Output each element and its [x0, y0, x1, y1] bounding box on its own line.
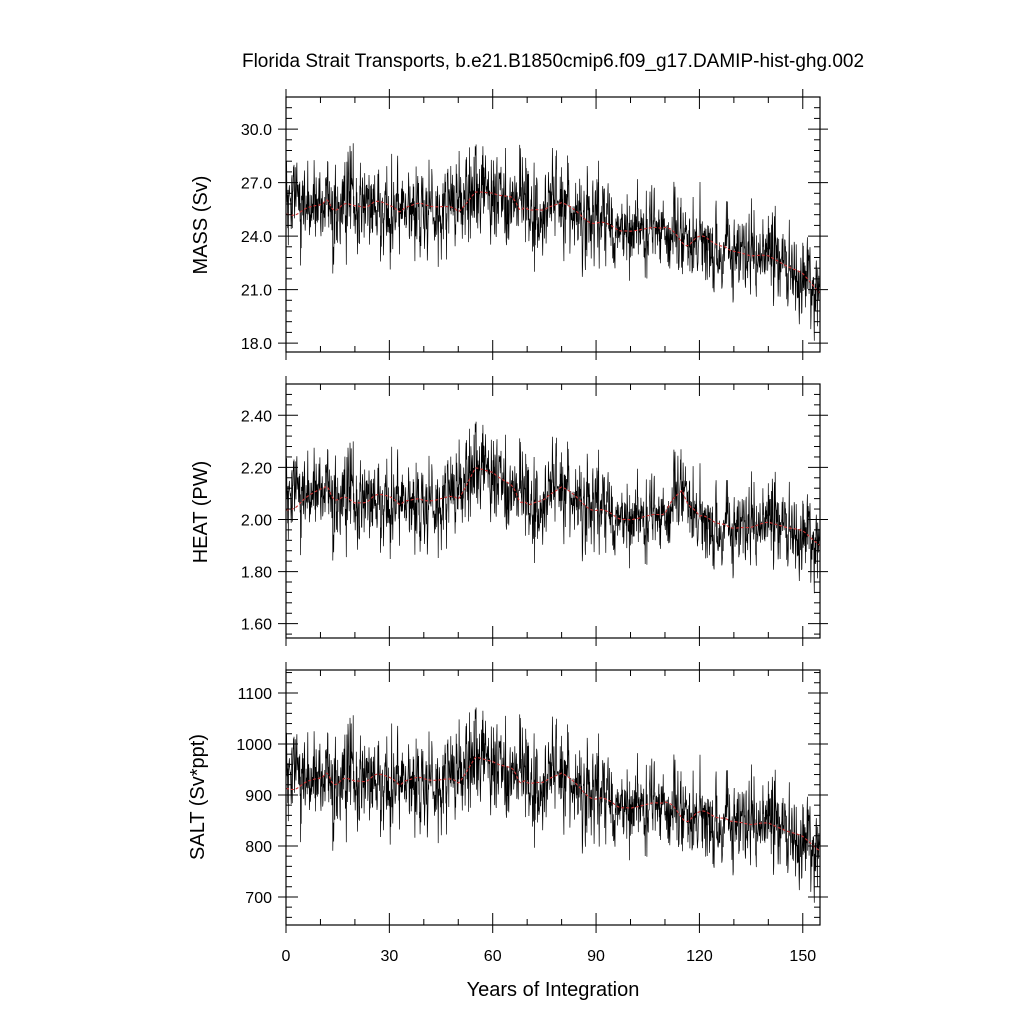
y-axis-label-mass: MASS (Sv) — [190, 176, 212, 275]
y-axis-label-salt: SALT (Sv*ppt) — [187, 734, 209, 860]
panel-mass: MASS (Sv) 18.0 21.0 24.0 27.0 30.0 — [190, 89, 828, 360]
x-tick-label: 120 — [686, 948, 713, 965]
y-tick-label-salt: 1100 — [238, 686, 273, 703]
y-tick-label-mass: 18.0 — [241, 336, 272, 353]
panel-salt: SALT (Sv*ppt) 700 800 900 1000 1100 0 30 60 90 12… — [187, 662, 828, 965]
x-axis-label: Years of Integration — [467, 979, 640, 1001]
chart-title: Florida Strait Transports, b.e21.B1850cm… — [242, 51, 864, 72]
series-line-monthly-salt — [286, 707, 820, 903]
y-axis-label-heat: HEAT (PW) — [190, 461, 212, 564]
panel-heat: HEAT (PW) 1.60 1.80 2.00 2.20 2.40 — [190, 376, 828, 646]
plot-frame-mass — [285, 96, 821, 353]
y-tick-label-heat: 1.60 — [241, 617, 272, 634]
y-tick-label-mass: 27.0 — [241, 176, 272, 193]
x-tick-label: 0 — [282, 948, 291, 965]
plot-frame-heat — [285, 383, 821, 639]
y-tick-label-heat: 2.40 — [241, 408, 272, 425]
y-tick-label-mass: 30.0 — [241, 122, 272, 139]
series-line-running-mean-heat — [286, 467, 820, 546]
y-tick-label-heat: 2.20 — [241, 460, 272, 477]
plot-frame-salt — [285, 669, 821, 926]
x-tick-label: 150 — [789, 948, 816, 965]
y-tick-label-salt: 1000 — [236, 737, 272, 754]
y-tick-label-mass: 24.0 — [241, 229, 272, 246]
y-tick-label-heat: 2.00 — [241, 512, 272, 529]
y-tick-label-salt: 900 — [245, 788, 272, 805]
series-line-monthly-mass — [286, 143, 820, 341]
series-line-monthly-heat — [286, 421, 820, 594]
x-tick-label: 30 — [380, 948, 398, 965]
y-tick-label-salt: 800 — [245, 839, 272, 856]
series-line-running-mean-salt — [286, 756, 820, 852]
y-tick-label-mass: 21.0 — [241, 283, 272, 300]
y-tick-label-salt: 700 — [245, 890, 272, 907]
x-tick-label: 90 — [587, 948, 605, 965]
y-tick-label-heat: 1.80 — [241, 565, 272, 582]
x-tick-label: 60 — [484, 948, 502, 965]
